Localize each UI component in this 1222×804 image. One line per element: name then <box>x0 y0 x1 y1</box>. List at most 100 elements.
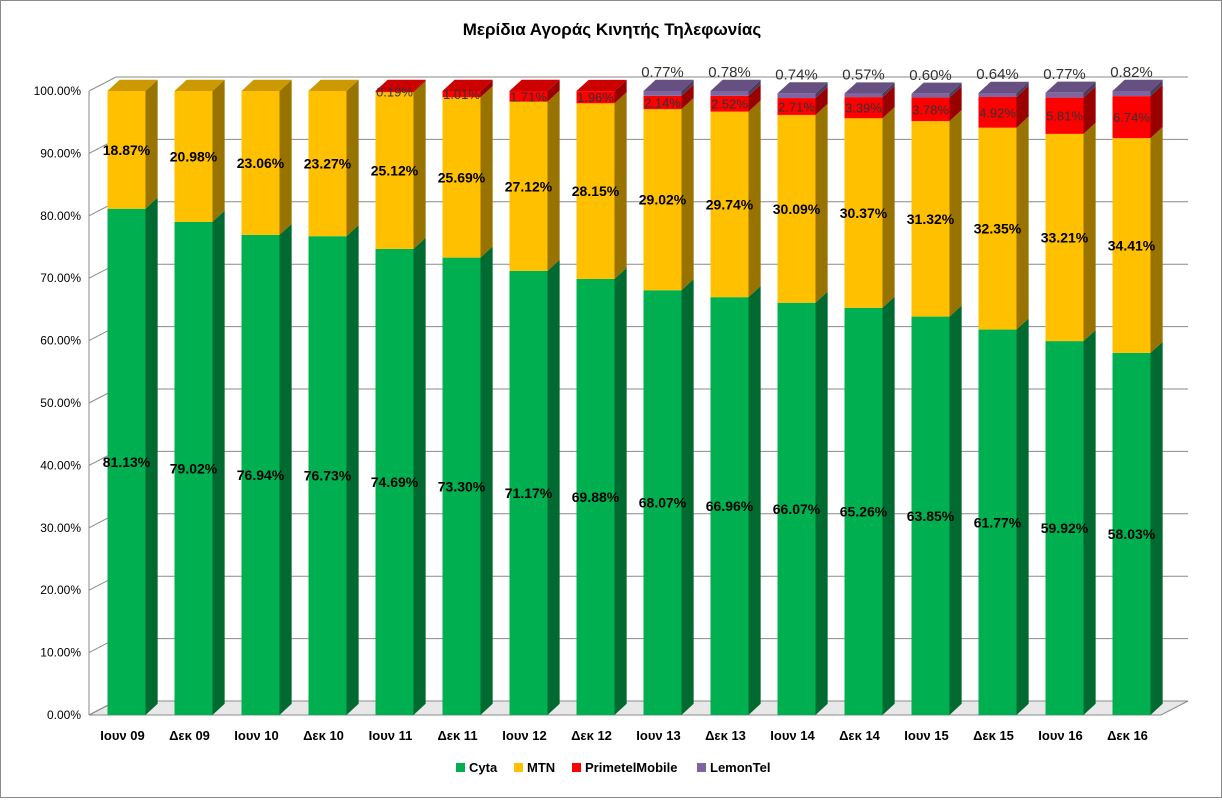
bar-segment-mtn <box>1112 138 1151 353</box>
x-tick-label: Δεκ 10 <box>303 728 344 743</box>
bar-segment-cyta <box>107 208 146 716</box>
bar-segment-cyta <box>911 316 950 715</box>
data-label-mtn: 34.41% <box>1108 238 1156 254</box>
x-tick-label: Δεκ 13 <box>705 728 746 743</box>
bar-side-mtn <box>279 79 292 235</box>
bar-segment-cyta <box>643 290 682 715</box>
data-label-cyta: 63.85% <box>907 508 955 524</box>
data-label-cyta: 73.30% <box>438 478 486 494</box>
bar-side-mtn <box>212 79 225 222</box>
x-tick-label: Ιουν 12 <box>502 728 546 743</box>
bar-side-mtn <box>1150 126 1163 353</box>
x-tick-label: Ιουν 15 <box>904 728 948 743</box>
x-tick-label: Ιουν 11 <box>369 728 413 743</box>
bar-top-mtn <box>241 79 292 91</box>
data-label-mtn: 29.74% <box>706 196 754 212</box>
data-labels: 81.13% 18.87% 79.02% 20.98% 76.94% 23.06% 76.7… <box>103 64 1156 542</box>
bar-segment-mtn <box>911 121 950 317</box>
bar-segment-lemontel <box>978 92 1017 97</box>
bar-side-primetelmobile <box>681 84 694 110</box>
bar-side-primetelmobile <box>882 85 895 119</box>
bar-segment-cyta <box>844 307 883 715</box>
bar-top-mtn <box>107 79 158 91</box>
bar-side-primetelmobile <box>614 79 627 104</box>
x-tick-label: Δεκ 11 <box>437 728 477 743</box>
bar-side-mtn <box>882 107 895 308</box>
bar-side-mtn <box>748 100 761 298</box>
y-tick-label: 0.00% <box>47 708 81 722</box>
data-label-mtn: 27.12% <box>505 178 553 194</box>
data-label-mtn: 20.98% <box>170 148 218 164</box>
bar-segment-lemontel <box>844 93 883 98</box>
bar-side-lemontel <box>815 82 828 99</box>
bar-segment-mtn <box>710 111 749 298</box>
bar-side-primetelmobile <box>480 79 493 98</box>
bar-side-cyta <box>145 197 158 715</box>
bar-side-mtn <box>413 80 426 249</box>
bar-top-lemontel <box>1112 79 1163 91</box>
bar-segment-mtn <box>375 92 414 249</box>
bar-segment-primetelmobile <box>777 98 816 115</box>
x-tick-label: Ιουν 13 <box>636 728 680 743</box>
y-tick-label: 100.00% <box>34 84 82 98</box>
bar-segment-primetelmobile <box>576 91 615 104</box>
bar-segment-primetelmobile <box>710 95 749 112</box>
data-label-mtn: 25.12% <box>371 163 419 179</box>
data-label-mtn: 32.35% <box>974 221 1022 237</box>
bar-top-lemontel <box>844 82 895 94</box>
bar-side-cyta <box>949 305 962 715</box>
bar-segment-cyta <box>1112 352 1151 715</box>
bar-side-cyta <box>413 237 426 715</box>
bar-side-cyta <box>882 296 895 715</box>
bar-segment-mtn <box>174 91 213 222</box>
data-label-mtn: 23.06% <box>237 155 285 171</box>
y-tick-label: 70.00% <box>40 271 81 285</box>
data-label-primetelmobile: 3.39% <box>845 101 882 116</box>
data-label-mtn: 29.02% <box>639 192 687 208</box>
data-label-lemontel: 0.77% <box>641 64 684 81</box>
data-label-cyta: 69.88% <box>572 489 620 505</box>
bar-segment-lemontel <box>1112 91 1151 97</box>
bar-side-mtn <box>145 79 158 209</box>
bar-top-lemontel <box>710 79 761 91</box>
bar-top-lemontel <box>978 81 1029 93</box>
data-label-primetelmobile: 5.81% <box>1046 109 1083 124</box>
data-label-cyta: 65.26% <box>840 503 888 519</box>
bar-side-lemontel <box>1150 79 1163 97</box>
bar-side-lemontel <box>949 82 962 98</box>
x-tick-label: Ιουν 09 <box>100 728 144 743</box>
bar-segment-lemontel <box>710 91 749 96</box>
data-label-mtn: 28.15% <box>572 183 620 199</box>
bar-side-lemontel <box>1016 81 1029 97</box>
data-label-primetelmobile: 1.71% <box>510 89 547 104</box>
y-tick-label: 60.00% <box>40 334 81 348</box>
data-label-cyta: 76.94% <box>237 467 285 483</box>
bar-segment-primetelmobile <box>1112 96 1151 139</box>
bar-side-mtn <box>480 86 493 258</box>
bar-segment-mtn <box>509 101 548 271</box>
y-tick-label: 30.00% <box>40 521 81 535</box>
bar-segment-primetelmobile <box>911 97 950 122</box>
bar-segment-mtn <box>777 114 816 303</box>
bar-segment-primetelmobile <box>375 91 414 93</box>
data-label-primetelmobile: 1.01% <box>443 87 480 102</box>
bar-segment-mtn <box>442 97 481 258</box>
bar-segment-primetelmobile <box>442 91 481 98</box>
bar-segment-cyta <box>241 234 280 715</box>
bar-segment-cyta <box>1045 341 1084 715</box>
bar-side-cyta <box>614 267 627 715</box>
data-label-primetelmobile: 2.14% <box>644 95 681 110</box>
bar-segment-primetelmobile <box>643 95 682 110</box>
x-tick-label: Ιουν 16 <box>1038 728 1082 743</box>
y-tick-label: 80.00% <box>40 209 81 223</box>
data-label-mtn: 30.37% <box>840 205 888 221</box>
bar-side-mtn <box>614 92 627 279</box>
data-label-mtn: 30.09% <box>773 201 821 217</box>
bar-side-cyta <box>681 279 694 715</box>
legend-label-cyta: Cyta <box>469 760 498 775</box>
bar-segment-primetelmobile <box>1045 97 1084 134</box>
legend-label-lemontel: LemonTel <box>710 760 770 775</box>
data-label-cyta: 81.13% <box>103 454 151 470</box>
